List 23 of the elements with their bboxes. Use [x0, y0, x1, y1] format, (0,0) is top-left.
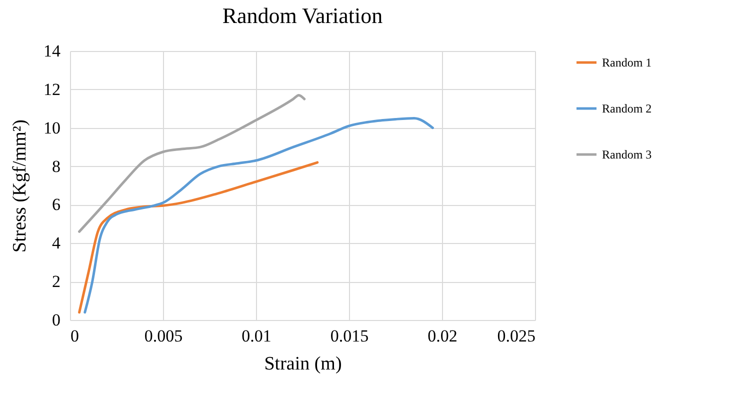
x-tick-label: 0.005 [144, 326, 183, 346]
y-tick-label: 6 [52, 195, 60, 214]
y-axis-title: Stress (Kgf/mm²) [10, 120, 30, 252]
chart-title: Random Variation [222, 3, 383, 28]
legend-label: Random 1 [602, 56, 652, 70]
y-tick-label: 12 [44, 80, 60, 99]
y-tick-label: 14 [44, 42, 61, 60]
legend-label: Random 3 [602, 148, 652, 162]
y-tick-label: 10 [44, 118, 60, 138]
x-axis-title: Strain (m) [264, 354, 342, 374]
line-series [84, 117, 434, 314]
y-tick-label: 0 [52, 310, 60, 330]
legend-label: Random 2 [602, 102, 652, 116]
line-series [78, 94, 306, 233]
x-tick-label: 0.025 [497, 326, 536, 346]
x-tick-label: 0.01 [242, 326, 272, 346]
x-tick-label: 0.02 [428, 326, 458, 346]
x-tick-label: 0 [70, 326, 79, 346]
y-tick-label: 2 [52, 272, 60, 292]
y-tick-label: 4 [52, 234, 61, 253]
x-tick-label: 0.015 [330, 326, 369, 346]
y-tick-label: 8 [52, 156, 60, 176]
line-series [78, 161, 319, 314]
